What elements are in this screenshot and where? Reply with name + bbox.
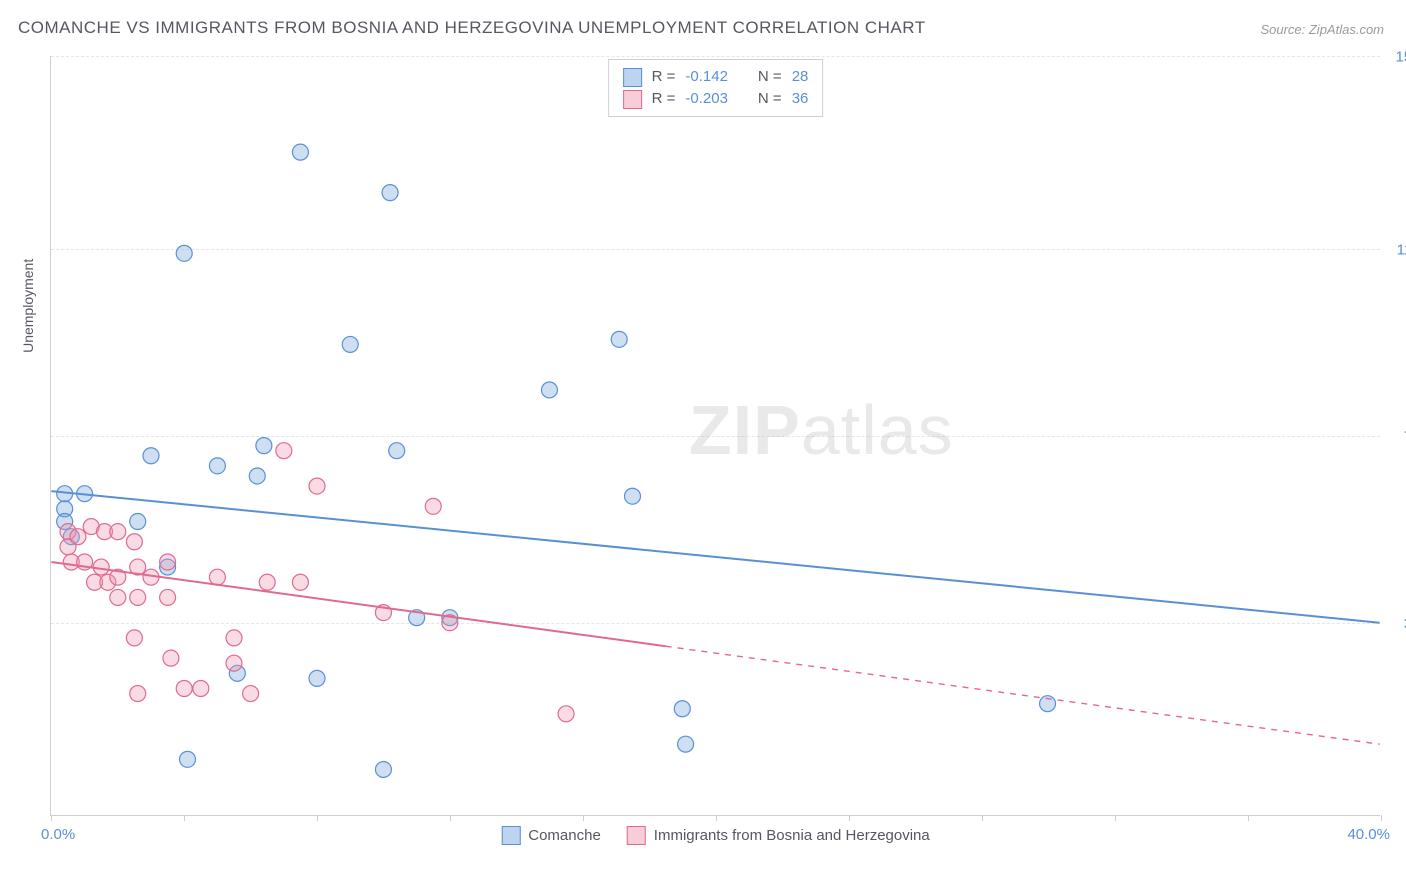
scatter-point-comanche (256, 438, 272, 454)
legend-row-bosnia: R = -0.203 N = 36 (623, 88, 809, 110)
scatter-point-bosnia (163, 650, 179, 666)
x-tick (716, 815, 717, 821)
plot-area: ZIPatlas R = -0.142 N = 28 R = -0.203 N … (50, 56, 1380, 816)
chart-title: COMANCHE VS IMMIGRANTS FROM BOSNIA AND H… (18, 18, 926, 38)
scatter-point-bosnia (130, 686, 146, 702)
scatter-point-bosnia (160, 589, 176, 605)
n-label: N = (758, 66, 782, 88)
scatter-point-bosnia (259, 574, 275, 590)
x-tick (849, 815, 850, 821)
scatter-point-bosnia (126, 534, 142, 550)
scatter-point-bosnia (209, 569, 225, 585)
scatter-point-comanche (624, 488, 640, 504)
scatter-point-comanche (678, 736, 694, 752)
scatter-point-bosnia (226, 630, 242, 646)
scatter-point-bosnia (130, 589, 146, 605)
legend-label-comanche: Comanche (528, 827, 601, 844)
scatter-point-bosnia (226, 655, 242, 671)
scatter-point-bosnia (110, 589, 126, 605)
scatter-point-comanche (674, 701, 690, 717)
legend-item-comanche: Comanche (501, 826, 601, 845)
scatter-point-bosnia (558, 706, 574, 722)
r-label: R = (652, 66, 676, 88)
scatter-point-bosnia (425, 498, 441, 514)
x-tick (450, 815, 451, 821)
scatter-point-comanche (611, 331, 627, 347)
r-value-bosnia: -0.203 (685, 88, 728, 110)
y-tick-label: 15.0% (1386, 49, 1406, 66)
x-axis-start-label: 0.0% (41, 826, 75, 843)
y-tick-label: 11.2% (1386, 241, 1406, 258)
x-tick (1381, 815, 1382, 821)
scatter-point-comanche (382, 185, 398, 201)
scatter-point-bosnia (160, 554, 176, 570)
scatter-point-comanche (249, 468, 265, 484)
scatter-point-comanche (292, 144, 308, 160)
scatter-point-bosnia (309, 478, 325, 494)
legend-item-bosnia: Immigrants from Bosnia and Herzegovina (627, 826, 930, 845)
swatch-comanche (623, 68, 642, 87)
y-tick-label: 3.8% (1386, 616, 1406, 633)
legend-label-bosnia: Immigrants from Bosnia and Herzegovina (654, 827, 930, 844)
scatter-point-comanche (130, 514, 146, 530)
scatter-point-bosnia (110, 524, 126, 540)
scatter-point-comanche (309, 670, 325, 686)
scatter-point-comanche (209, 458, 225, 474)
correlation-legend: R = -0.142 N = 28 R = -0.203 N = 36 (608, 59, 824, 117)
swatch-bosnia (627, 826, 646, 845)
scatter-point-bosnia (176, 681, 192, 697)
x-tick (51, 815, 52, 821)
x-tick (982, 815, 983, 821)
trend-line-comanche (51, 491, 1379, 623)
y-tick-label: 7.5% (1386, 429, 1406, 446)
scatter-point-bosnia (292, 574, 308, 590)
x-axis-end-label: 40.0% (1347, 826, 1390, 843)
x-tick (583, 815, 584, 821)
trend-line-dashed-bosnia (666, 646, 1380, 744)
swatch-comanche (501, 826, 520, 845)
scatter-point-comanche (180, 751, 196, 767)
n-value-bosnia: 36 (792, 88, 809, 110)
x-tick (1115, 815, 1116, 821)
trend-line-bosnia (51, 562, 665, 646)
x-tick (184, 815, 185, 821)
scatter-point-bosnia (193, 681, 209, 697)
r-label: R = (652, 88, 676, 110)
scatter-point-comanche (342, 336, 358, 352)
scatter-point-bosnia (243, 686, 259, 702)
legend-row-comanche: R = -0.142 N = 28 (623, 66, 809, 88)
scatter-svg (51, 56, 1380, 815)
scatter-point-comanche (541, 382, 557, 398)
scatter-point-comanche (143, 448, 159, 464)
source-attribution: Source: ZipAtlas.com (1260, 22, 1384, 37)
y-axis-label: Unemployment (20, 259, 36, 353)
scatter-point-bosnia (70, 529, 86, 545)
r-value-comanche: -0.142 (685, 66, 728, 88)
x-tick (317, 815, 318, 821)
x-tick (1248, 815, 1249, 821)
scatter-point-bosnia (126, 630, 142, 646)
n-label: N = (758, 88, 782, 110)
scatter-point-comanche (375, 761, 391, 777)
swatch-bosnia (623, 90, 642, 109)
scatter-point-bosnia (276, 443, 292, 459)
series-legend: Comanche Immigrants from Bosnia and Herz… (501, 826, 930, 845)
scatter-point-comanche (389, 443, 405, 459)
scatter-point-comanche (176, 245, 192, 261)
n-value-comanche: 28 (792, 66, 809, 88)
